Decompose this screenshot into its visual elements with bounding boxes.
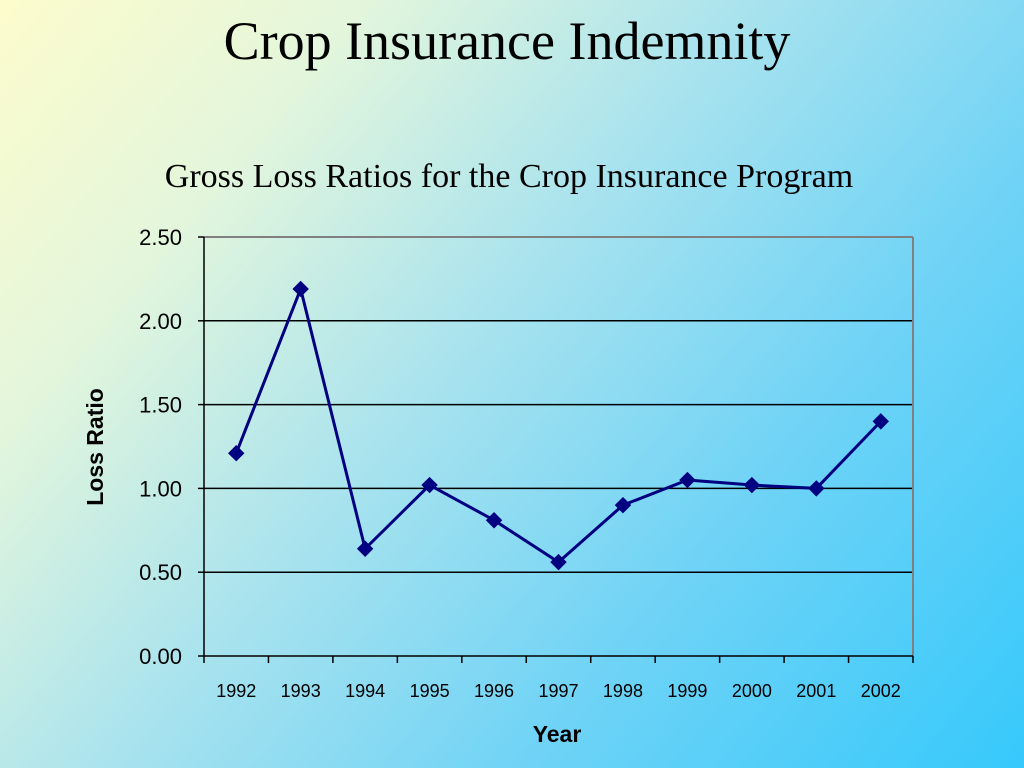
x-tick-labels: 1992 1993 1994 1995 1996 1997 1998 1999 2000 2001… [216, 681, 901, 701]
data-point-marker [808, 480, 825, 497]
x-tick-label: 2002 [861, 681, 901, 701]
data-point-marker [485, 512, 503, 529]
data-point-marker [743, 476, 761, 494]
x-tick-label: 1999 [667, 681, 707, 701]
slide-title: Crop Insurance Indemnity [223, 11, 791, 71]
data-point-marker [550, 553, 567, 571]
y-tick-label: 1.50 [139, 393, 182, 418]
y-tick-label: 0.50 [139, 560, 182, 585]
data-point-marker [292, 280, 309, 298]
y-tick-label: 1.00 [139, 476, 182, 501]
x-tick-label: 1993 [281, 681, 321, 701]
x-axis-label: Year [533, 721, 582, 747]
data-point-marker [614, 496, 632, 514]
axes [198, 236, 914, 663]
y-tick-label: 0.00 [139, 644, 182, 669]
x-tick-label: 1997 [538, 681, 578, 701]
data-point-marker [356, 540, 374, 557]
data-point-marker [228, 444, 245, 462]
x-tick-label: 1995 [410, 681, 450, 701]
y-axis-label: Loss Ratio [82, 388, 108, 506]
x-tick-label: 1992 [216, 681, 256, 701]
chart-title: Gross Loss Ratios for the Crop Insurance… [164, 158, 854, 195]
x-tick-label: 2000 [732, 681, 772, 701]
x-tick-label: 2001 [796, 681, 836, 701]
y-tick-label: 2.00 [139, 309, 182, 334]
x-tick-label: 1998 [603, 681, 643, 701]
data-point-marker [421, 476, 438, 494]
data-point-marker [679, 471, 696, 489]
x-tick-label: 1994 [345, 681, 385, 701]
y-tick-label: 2.50 [139, 225, 182, 250]
series-line [234, 287, 882, 564]
x-tick-label: 1996 [474, 681, 514, 701]
series-loss-ratio [228, 280, 889, 571]
gridlines [204, 320, 913, 573]
y-tick-labels: 0.00 0.50 1.00 1.50 2.00 2.50 [139, 225, 182, 669]
data-point-marker [872, 413, 889, 430]
